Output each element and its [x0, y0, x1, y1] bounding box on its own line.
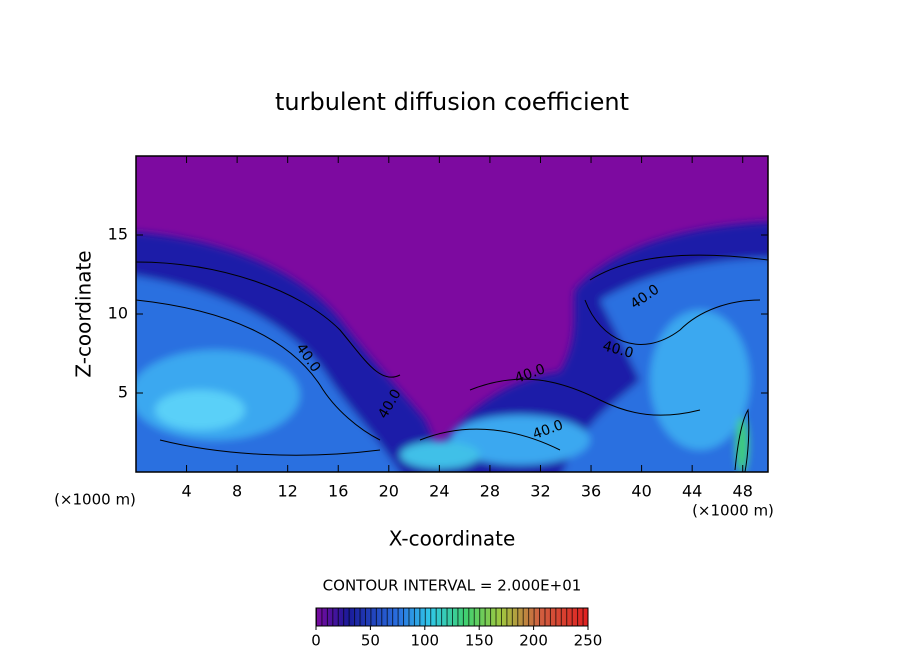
x-tick-label: 8 — [232, 482, 242, 501]
field-region — [155, 390, 245, 430]
x-axis-label: X-coordinate — [389, 527, 516, 551]
contour-interval: CONTOUR INTERVAL = 2.000E+01 — [323, 577, 582, 595]
field — [136, 156, 768, 472]
colorbar-tick-label: 50 — [361, 632, 380, 650]
x-tick-label: 20 — [379, 482, 399, 501]
contour-line — [734, 408, 750, 472]
contour-line — [159, 439, 381, 456]
x-tick-label: 24 — [429, 482, 449, 501]
contour-line — [419, 428, 561, 451]
contour-line — [584, 299, 761, 345]
x-tick-label: 36 — [581, 482, 601, 501]
contour-line — [136, 299, 381, 441]
x-tick-label: 40 — [631, 482, 651, 501]
contour-line — [589, 254, 768, 281]
chart-title: turbulent diffusion coefficient — [275, 88, 629, 116]
x-tick-label: 28 — [480, 482, 500, 501]
x-unit-label: (×1000 m) — [54, 491, 136, 509]
y-tick-label: 5 — [118, 383, 128, 402]
contour-line — [469, 378, 701, 416]
x-tick-label: 48 — [733, 482, 753, 501]
x-tick-label: 4 — [181, 482, 191, 501]
x-tick-label: 16 — [328, 482, 348, 501]
colorbar-frame — [315, 607, 589, 627]
colorbar-tick-label: 0 — [311, 632, 321, 650]
x-tick-label: 32 — [530, 482, 550, 501]
y-axis-label: Z-coordinate — [72, 250, 96, 377]
x-tick-label: 12 — [278, 482, 298, 501]
field-region — [736, 417, 748, 472]
contour-label: 40.0 — [601, 338, 635, 362]
contour-line — [136, 261, 401, 378]
colorbar-tick-label: 100 — [410, 632, 439, 650]
field-region — [400, 441, 480, 469]
x-unit-label: (×1000 m) — [692, 502, 774, 520]
colorbar-tick-label: 200 — [519, 632, 548, 650]
field-region — [450, 415, 590, 465]
field-region — [650, 310, 750, 450]
colorbar-tick-label: 250 — [574, 632, 603, 650]
x-tick-label: 44 — [682, 482, 702, 501]
colorbar-tick-label: 150 — [465, 632, 494, 650]
colorbar-stripes — [316, 608, 588, 626]
y-tick-label: 10 — [108, 304, 128, 323]
y-tick-label: 15 — [108, 225, 128, 244]
